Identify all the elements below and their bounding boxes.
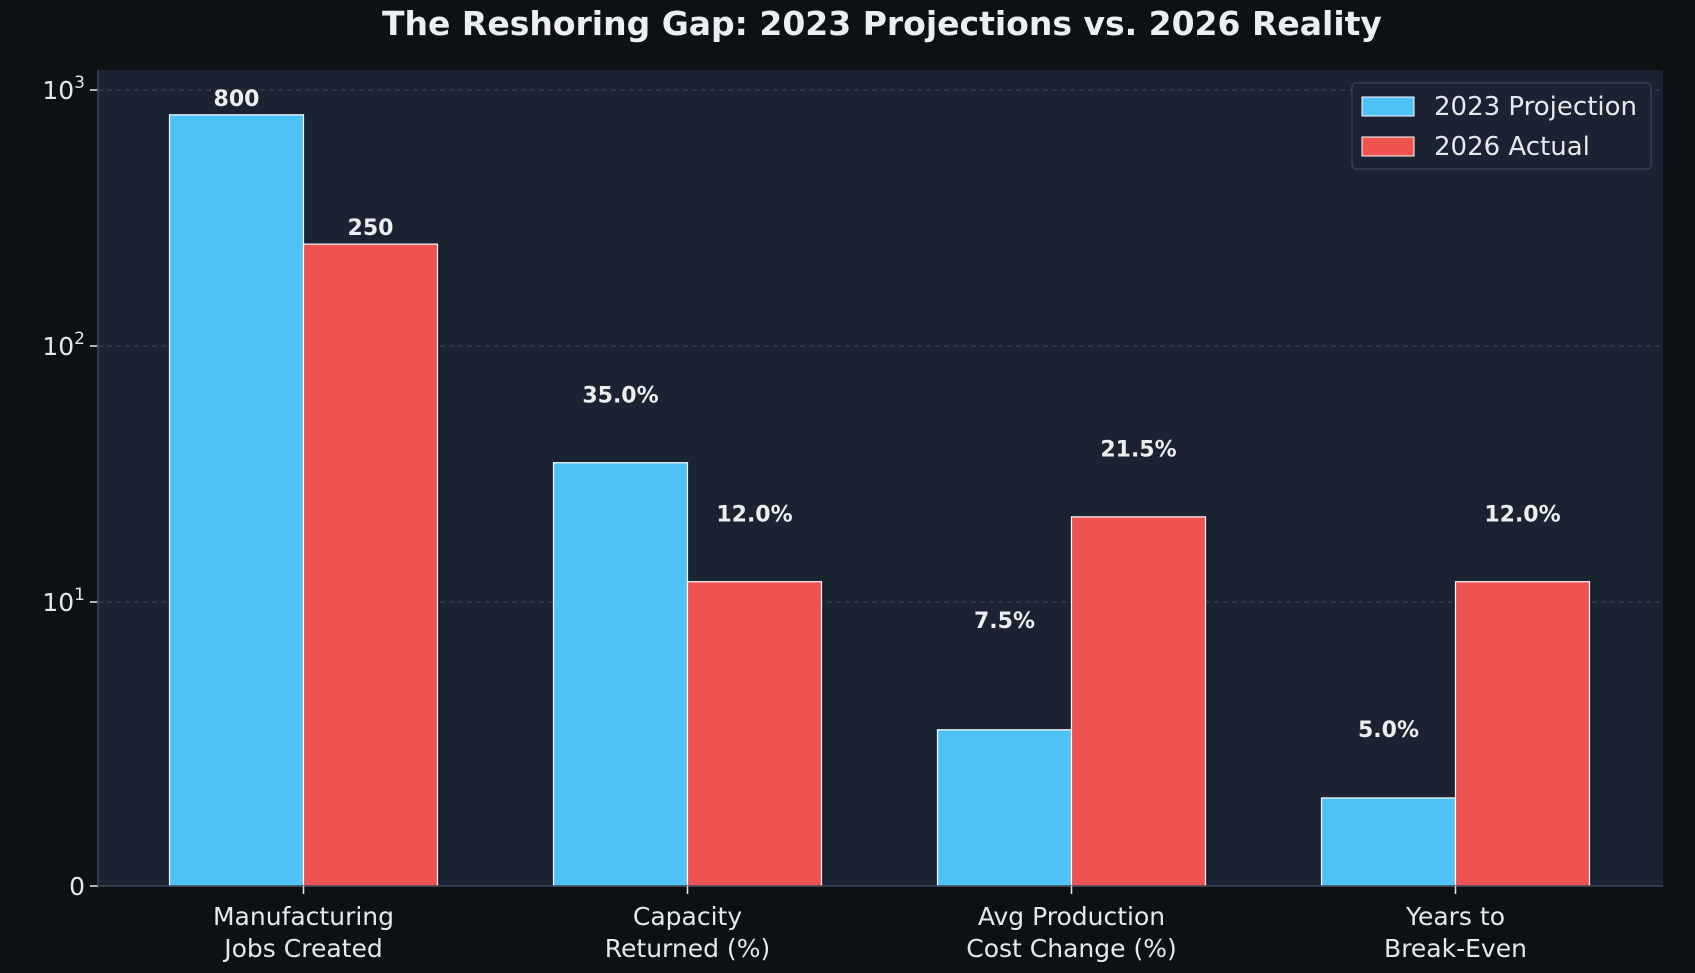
bar-value-label: 800 [214, 87, 260, 112]
bar-actual [1070, 516, 1207, 887]
legend-swatch [1361, 96, 1415, 117]
value-labels: 800 250 35.0% 12.0% 7.5% 21.5% 5.0% 12.0% [214, 87, 1561, 743]
x-tick-label: Avg Production [978, 902, 1165, 931]
bar-value-label: 35.0% [582, 383, 658, 408]
legend-label: 2023 Projection [1434, 92, 1637, 122]
bar-projection [936, 729, 1073, 887]
bar-projection [168, 114, 305, 887]
legend-swatch [1361, 136, 1415, 157]
axes: 0 101 102 103 Manufacturing Jobs Created Capac… [42, 70, 1663, 963]
x-tick-label: Cost Change (%) [966, 934, 1176, 963]
legend: 2023 Projection 2026 Actual [1351, 82, 1652, 170]
bar-projection [1320, 797, 1457, 887]
y-tick-label: 0 [69, 872, 85, 901]
bar-actual [1454, 581, 1591, 887]
y-tick-label: 101 [42, 585, 85, 617]
bar-value-label: 250 [348, 216, 394, 241]
bar-value-label: 7.5% [974, 609, 1035, 634]
bar-value-label: 21.5% [1100, 438, 1176, 463]
y-tick-label: 102 [42, 329, 85, 361]
x-tick-label: Break-Even [1384, 934, 1527, 963]
x-tick-label: Capacity [633, 902, 742, 931]
bar-value-label: 12.0% [716, 502, 792, 527]
chart-title: The Reshoring Gap: 2023 Projections vs. … [382, 4, 1382, 43]
bar-projection [552, 462, 689, 887]
x-tick-label: Manufacturing [213, 902, 394, 931]
bars [168, 114, 1591, 887]
bar-actual [686, 581, 823, 887]
bar-actual [302, 243, 439, 887]
x-tick-label: Jobs Created [222, 934, 382, 963]
x-tick-label: Years to [1405, 902, 1505, 931]
x-tick-label: Returned (%) [605, 934, 770, 963]
bar-value-label: 12.0% [1484, 502, 1560, 527]
bar-value-label: 5.0% [1358, 718, 1419, 743]
y-tick-label: 103 [42, 73, 85, 105]
legend-label: 2026 Actual [1434, 132, 1590, 162]
legend-box [1351, 82, 1652, 170]
